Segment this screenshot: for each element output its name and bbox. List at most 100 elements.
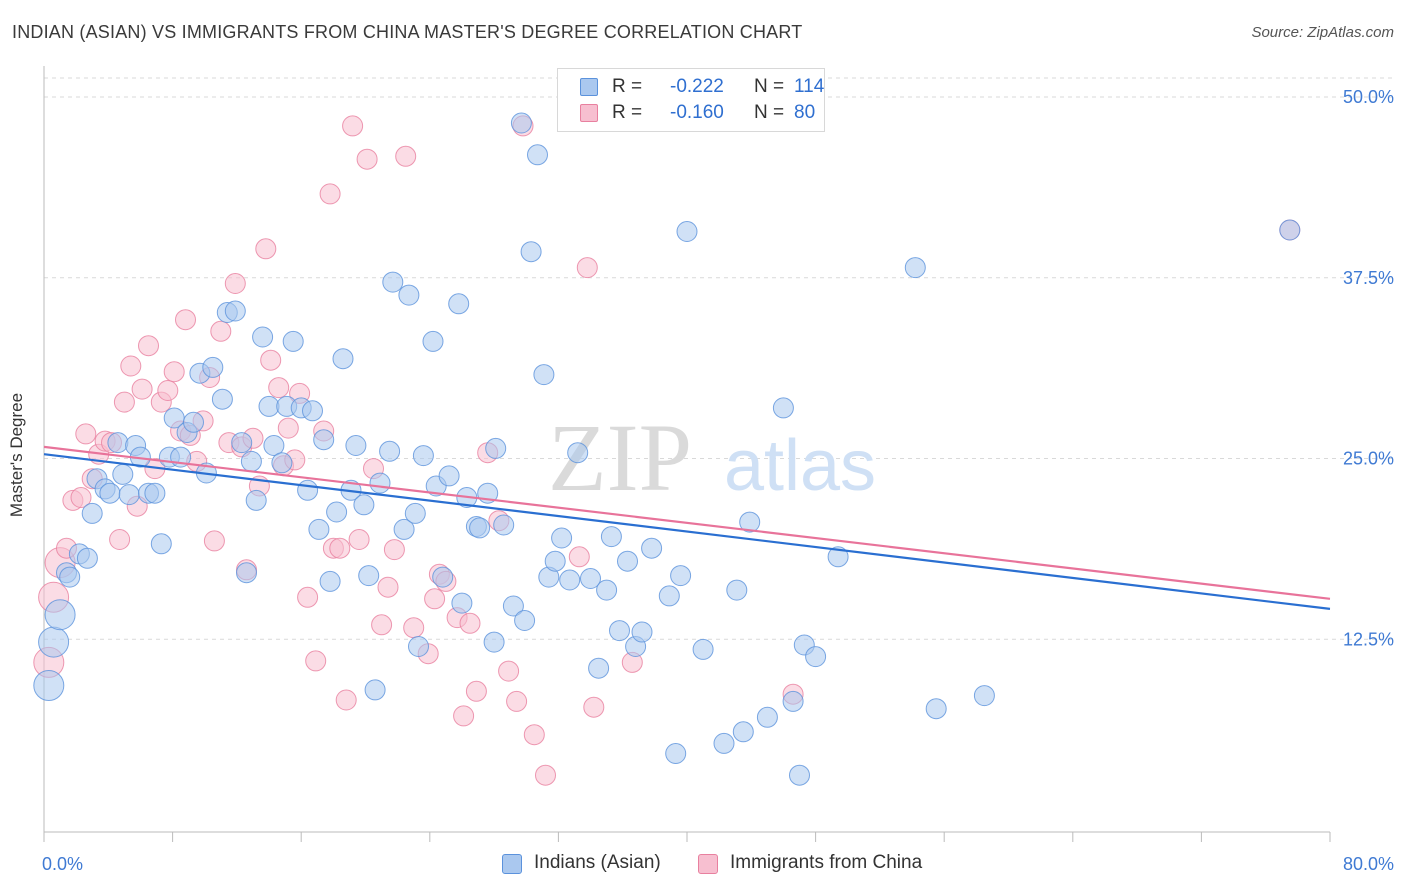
- point-china: [377, 576, 399, 598]
- point-indians: [150, 533, 172, 555]
- bottom-legend-swatch-indians: [502, 854, 522, 874]
- tick-labels: 12.5% 25.0% 37.5% 50.0% 0.0% 80.0%: [42, 87, 1394, 874]
- point-indians: [271, 452, 293, 474]
- point-indians: [510, 112, 532, 134]
- point-indians: [448, 293, 470, 315]
- point-indians: [202, 356, 224, 378]
- point-indians: [353, 494, 375, 516]
- point-indians: [502, 595, 524, 617]
- point-indians: [319, 570, 341, 592]
- point-indians: [782, 690, 804, 712]
- point-china: [453, 705, 475, 727]
- point-indians: [600, 526, 622, 548]
- point-china: [70, 487, 92, 508]
- point-indians: [789, 764, 810, 786]
- point-indians: [596, 579, 618, 601]
- point-china: [356, 148, 378, 170]
- point-indians: [258, 395, 280, 417]
- legend-r-value: -0.160: [670, 102, 724, 123]
- point-china: [576, 257, 598, 279]
- point-indians: [44, 599, 76, 631]
- legend-n-label: N =: [754, 102, 785, 123]
- trend-line-indians: [43, 453, 1331, 610]
- legend-swatch-china: [580, 104, 598, 122]
- point-china: [210, 320, 232, 342]
- point-indians: [676, 221, 698, 242]
- point-china: [163, 361, 185, 383]
- point-indians: [493, 514, 515, 536]
- point-indians: [302, 400, 323, 422]
- point-china: [138, 335, 159, 357]
- point-indians: [631, 621, 653, 643]
- legend-swatch-indians: [580, 78, 598, 96]
- point-indians: [382, 271, 404, 293]
- point-indians: [332, 348, 354, 370]
- bottom-legend-label-indians: Indians (Asian): [534, 852, 661, 873]
- point-china: [424, 588, 446, 610]
- point-indians: [713, 732, 735, 754]
- point-indians: [38, 626, 70, 658]
- point-china: [305, 650, 327, 672]
- point-china: [175, 309, 196, 331]
- y-tick-label: 37.5%: [1343, 268, 1394, 288]
- point-indians: [408, 636, 429, 657]
- point-china: [277, 417, 299, 439]
- point-china: [120, 355, 142, 377]
- point-indians: [422, 330, 444, 352]
- point-indians: [692, 638, 714, 660]
- point-indians: [617, 550, 638, 572]
- point-china: [255, 238, 277, 260]
- legend-r-value: -0.222: [670, 76, 724, 97]
- x-tick-label-min: 0.0%: [42, 854, 83, 874]
- point-indians: [76, 547, 98, 569]
- y-tick-label: 50.0%: [1343, 87, 1394, 107]
- point-china: [535, 764, 556, 786]
- legend-r-label: R =: [612, 76, 643, 97]
- point-indians: [379, 440, 401, 462]
- point-china: [506, 690, 528, 712]
- point-indians: [358, 565, 380, 587]
- legend-r-label: R =: [612, 102, 643, 123]
- point-china: [329, 537, 351, 559]
- point-indians: [326, 501, 348, 523]
- point-indians: [345, 435, 367, 456]
- point-indians: [398, 284, 420, 306]
- point-indians: [451, 592, 473, 614]
- source-credit: Source: ZipAtlas.com: [1251, 24, 1394, 41]
- point-indians: [726, 579, 748, 601]
- point-indians: [772, 397, 794, 419]
- point-indians: [904, 257, 926, 279]
- point-china: [403, 617, 425, 639]
- point-indians: [282, 330, 304, 352]
- point-indians: [369, 472, 391, 494]
- point-indians: [567, 442, 589, 464]
- point-indians: [559, 569, 581, 591]
- point-indians: [469, 517, 491, 539]
- point-indians: [313, 429, 335, 451]
- point-indians: [973, 685, 995, 707]
- point-indians: [544, 550, 566, 572]
- gridlines: [44, 77, 1392, 640]
- point-indians: [533, 364, 555, 386]
- watermark-atlas: atlas: [724, 426, 876, 506]
- point-china: [498, 660, 520, 682]
- point-indians: [514, 610, 536, 631]
- point-indians: [297, 479, 319, 501]
- point-indians: [144, 482, 166, 504]
- point-indians: [240, 450, 262, 472]
- point-china: [297, 586, 319, 608]
- point-indians: [520, 241, 542, 263]
- trend-line-china: [43, 445, 1331, 600]
- point-china: [371, 614, 393, 636]
- point-indians: [118, 484, 140, 506]
- point-china: [459, 612, 481, 634]
- point-indians: [805, 646, 827, 668]
- point-china: [224, 273, 246, 294]
- point-indians: [81, 502, 103, 524]
- point-indians: [483, 631, 505, 653]
- point-indians: [33, 670, 65, 701]
- point-indians: [231, 432, 253, 454]
- point-china: [157, 380, 179, 401]
- point-indians: [252, 326, 274, 348]
